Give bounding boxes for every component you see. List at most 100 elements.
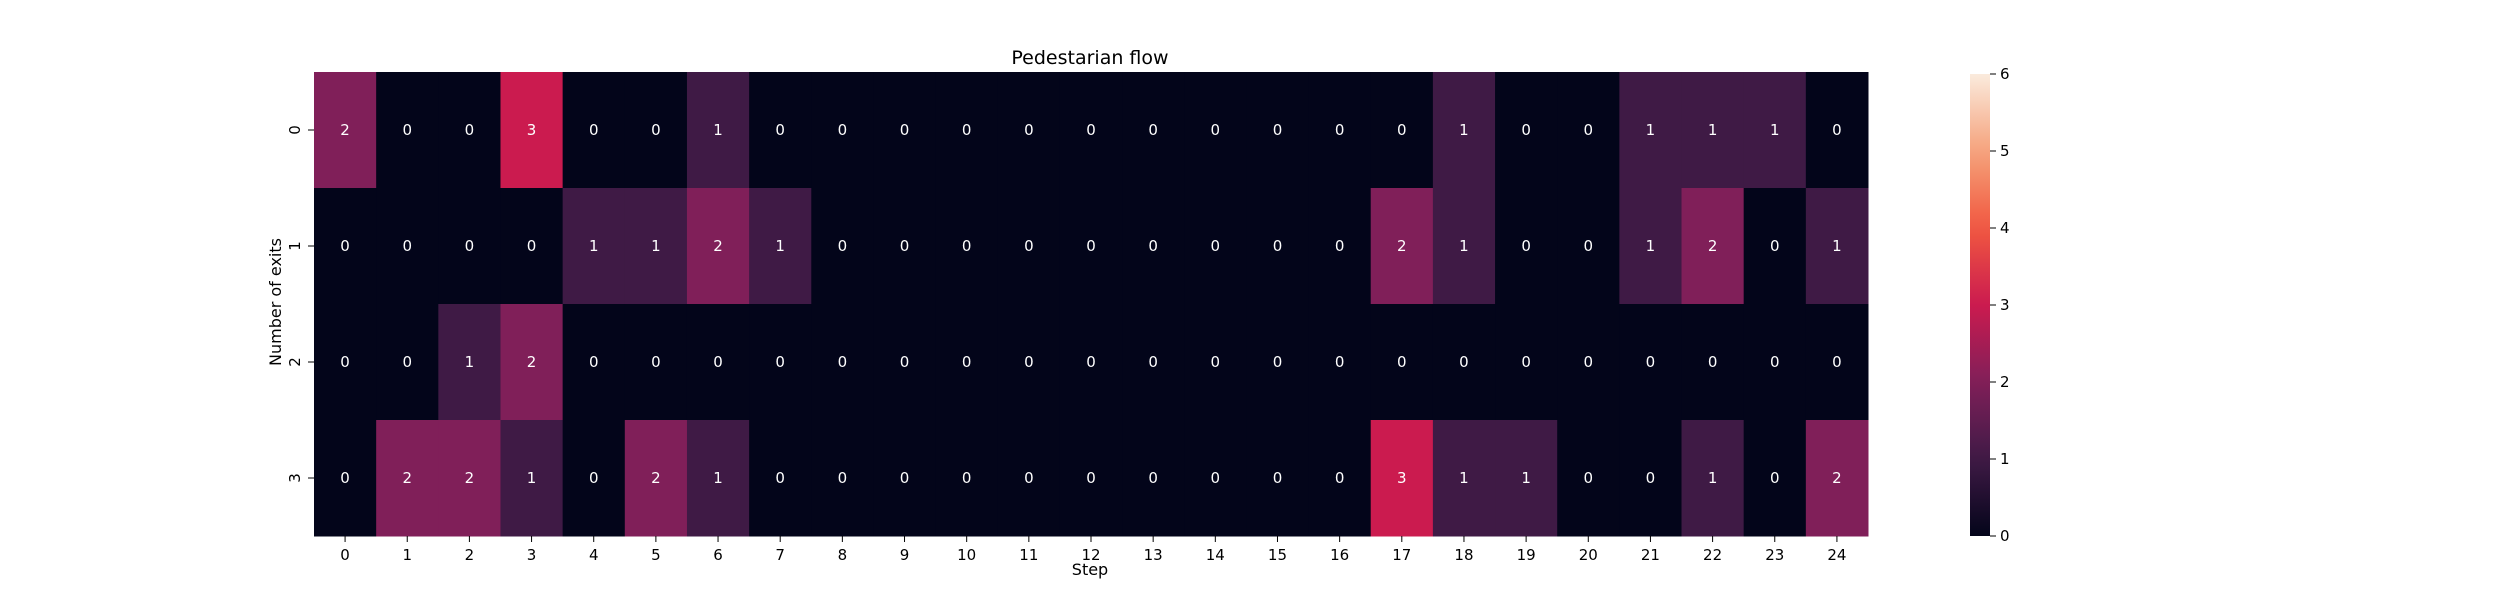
- colorbar-gradient: [1970, 74, 1990, 536]
- heatmap-cell: [873, 420, 937, 537]
- cell-value-label: 0: [1584, 353, 1594, 371]
- cell-value-label: 0: [838, 469, 848, 487]
- cell-value-label: 0: [962, 469, 972, 487]
- x-tick-label: 13: [1144, 546, 1163, 564]
- x-axis-label: Step: [1072, 560, 1108, 579]
- cell-value-label: 1: [1708, 469, 1718, 487]
- x-tick-label: 0: [340, 546, 350, 564]
- x-tick-label: 10: [957, 546, 976, 564]
- cell-value-label: 2: [402, 469, 412, 487]
- heatmap-cell: [1059, 188, 1123, 305]
- cell-value-label: 0: [962, 353, 972, 371]
- x-tick-label: 11: [1019, 546, 1038, 564]
- cell-value-label: 0: [402, 353, 412, 371]
- heatmap-cell: [749, 304, 812, 421]
- cell-value-label: 0: [775, 353, 785, 371]
- heatmap-cell: [1619, 72, 1683, 189]
- x-tick-label: 15: [1268, 546, 1287, 564]
- heatmap-cell: [997, 188, 1061, 305]
- heatmap-cell: [1557, 72, 1620, 189]
- heatmap-cell: [935, 72, 999, 189]
- cell-value-label: 0: [1086, 353, 1096, 371]
- cell-value-label: 0: [1273, 469, 1283, 487]
- cell-value-label: 0: [838, 121, 848, 139]
- cell-value-label: 0: [1646, 353, 1656, 371]
- cell-value-label: 0: [340, 469, 350, 487]
- cell-value-label: 1: [1708, 121, 1718, 139]
- heatmap-cell: [1308, 304, 1372, 421]
- heatmap-cell: [1743, 72, 1807, 189]
- heatmap-cell: [1370, 188, 1434, 305]
- heatmap-cell: [438, 72, 501, 189]
- heatmap-cell: [686, 188, 750, 305]
- cell-value-label: 0: [962, 237, 972, 255]
- cell-value-label: 2: [1397, 237, 1407, 255]
- heatmap-cell: [1557, 304, 1620, 421]
- heatmap-cell: [1805, 72, 1869, 189]
- heatmap-cell: [314, 304, 377, 421]
- heatmap-cell: [1432, 304, 1496, 421]
- heatmap-cell: [1184, 72, 1247, 189]
- cell-value-label: 0: [589, 469, 599, 487]
- heatmap-cell: [314, 188, 377, 305]
- x-tick-label: 16: [1330, 546, 1349, 564]
- heatmap-cell: [1495, 420, 1558, 537]
- cell-value-label: 0: [465, 121, 475, 139]
- x-tick-label: 23: [1765, 546, 1784, 564]
- cell-value-label: 1: [589, 237, 599, 255]
- heatmap-cell: [562, 304, 626, 421]
- heatmap-cell: [1246, 72, 1310, 189]
- cell-value-label: 0: [1148, 469, 1158, 487]
- colorbar-tick-label: 1: [2000, 450, 2010, 468]
- heatmap-cell: [562, 420, 626, 537]
- heatmap-cell: [873, 72, 937, 189]
- x-tick-label: 22: [1703, 546, 1722, 564]
- cell-value-label: 0: [1148, 121, 1158, 139]
- cell-value-label: 0: [962, 121, 972, 139]
- cell-value-label: 0: [1211, 237, 1221, 255]
- heatmap-cell: [1805, 420, 1869, 537]
- heatmap-cell: [1681, 304, 1745, 421]
- cell-value-label: 1: [1459, 469, 1469, 487]
- cell-value-label: 0: [1521, 121, 1531, 139]
- heatmap-cell: [1308, 188, 1372, 305]
- heatmap-cell: [811, 72, 874, 189]
- x-tick-label: 20: [1579, 546, 1598, 564]
- cell-value-label: 1: [1459, 121, 1469, 139]
- colorbar-tick-label: 5: [2000, 142, 2010, 160]
- cell-value-label: 0: [1335, 237, 1345, 255]
- cell-value-label: 0: [1584, 469, 1594, 487]
- heatmap-cell: [1122, 420, 1185, 537]
- cell-value-label: 0: [1148, 237, 1158, 255]
- cell-value-label: 2: [1708, 237, 1718, 255]
- y-tick-label: 2: [286, 357, 304, 367]
- cell-value-label: 0: [838, 237, 848, 255]
- cell-value-label: 1: [1832, 237, 1842, 255]
- cell-value-label: 0: [1459, 353, 1469, 371]
- heatmap-cell: [376, 72, 439, 189]
- cell-value-label: 0: [1273, 121, 1283, 139]
- heatmap-cell: [1184, 420, 1247, 537]
- heatmap-cell: [1495, 188, 1558, 305]
- heatmap-cell: [749, 420, 812, 537]
- cell-value-label: 0: [1646, 469, 1656, 487]
- cell-value-label: 0: [402, 121, 412, 139]
- cell-value-label: 0: [1335, 353, 1345, 371]
- cell-value-label: 1: [713, 121, 723, 139]
- colorbar-tick-label: 0: [2000, 527, 2010, 545]
- heatmap-cell: [1059, 304, 1123, 421]
- heatmap-cell: [686, 304, 750, 421]
- cell-value-label: 0: [1086, 121, 1096, 139]
- cell-value-label: 1: [1459, 237, 1469, 255]
- heatmap-cell: [438, 188, 501, 305]
- cell-value-label: 0: [1024, 353, 1034, 371]
- cell-value-label: 0: [900, 353, 910, 371]
- heatmap-cell: [624, 188, 688, 305]
- heatmap-cell: [1432, 72, 1496, 189]
- cell-value-label: 0: [775, 121, 785, 139]
- x-tick-label: 12: [1081, 546, 1100, 564]
- heatmap-cell: [1059, 420, 1123, 537]
- heatmap-cell: [1122, 188, 1185, 305]
- cell-value-label: 2: [713, 237, 723, 255]
